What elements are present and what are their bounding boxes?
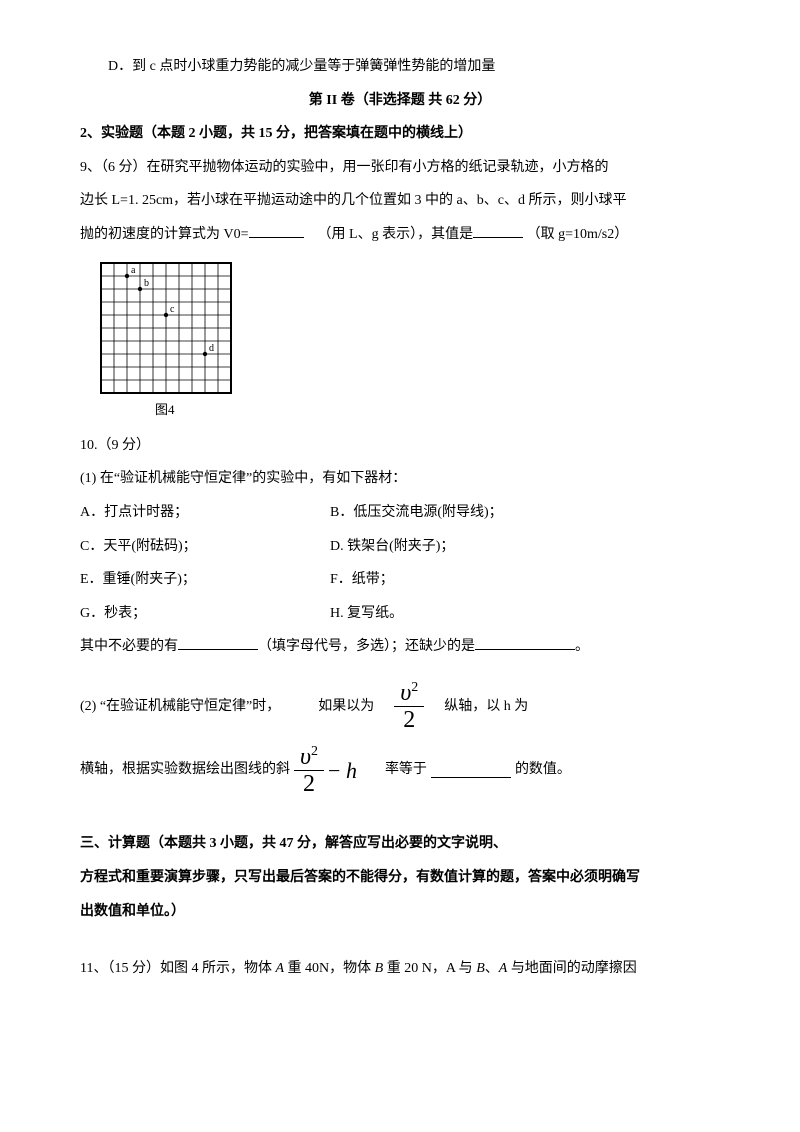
q9-mid: （用 L、g 表示），其值是 bbox=[318, 227, 474, 242]
q10-head: 10.（9 分） bbox=[80, 429, 720, 463]
equip-h: H. 复写纸。 bbox=[330, 597, 403, 631]
q10-1-tail-a: 其中不必要的有 bbox=[80, 639, 178, 654]
figure-4: ab c d 图4 bbox=[100, 262, 720, 425]
equip-f: F．纸带； bbox=[330, 563, 394, 597]
equip-a: A．打点计时器； bbox=[80, 496, 330, 530]
equip-row-cd: C．天平(附砝码)； D. 铁架台(附夹子)； bbox=[80, 530, 720, 564]
q10-2-line1: (2) “在验证机械能守恒定律”时， 如果以为 υ2 2 纵轴，以 h 为 bbox=[80, 680, 720, 734]
equip-b: B．低压交流电源(附导线)； bbox=[330, 496, 503, 530]
q10-1-blank-1 bbox=[178, 635, 258, 650]
svg-text:a: a bbox=[131, 265, 136, 276]
section3-heading-1: 三、计算题（本题共 3 小题，共 47 分，解答应写出必要的文字说明、 bbox=[80, 827, 720, 861]
q10-1-tail-c: 。 bbox=[575, 639, 589, 654]
q10-1-tail-b: （填字母代号，多选）；还缺少的是 bbox=[258, 639, 475, 654]
q10-2-c: 纵轴，以 h 为 bbox=[444, 696, 528, 718]
svg-text:c: c bbox=[170, 304, 175, 315]
equip-c: C．天平(附砝码)； bbox=[80, 530, 330, 564]
section3-heading-3: 出数值和单位。） bbox=[80, 895, 720, 929]
q10-2-d: 横轴，根据实验数据绘出图线的斜 bbox=[80, 759, 290, 781]
q9-line3: 抛的初速度的计算式为 V0= （用 L、g 表示），其值是 （取 g=10m/s… bbox=[80, 218, 720, 252]
q10-2-e: 率等于 bbox=[385, 759, 427, 781]
equip-d: D. 铁架台(附夹子)； bbox=[330, 530, 454, 564]
q11-text: 11、（15 分）如图 4 所示，物体 A 重 40N，物体 B 重 20 N，… bbox=[80, 952, 720, 986]
equip-row-ab: A．打点计时器； B．低压交流电源(附导线)； bbox=[80, 496, 720, 530]
q10-2-line2: 横轴，根据实验数据绘出图线的斜 υ2 2 − h 率等于 的数值。 bbox=[80, 744, 720, 798]
q10-1-blank-2 bbox=[475, 635, 575, 650]
q10-2-a: (2) “在验证机械能守恒定律”时， bbox=[80, 696, 280, 718]
q9-blank-2 bbox=[473, 223, 523, 238]
q10-2-blank bbox=[431, 763, 511, 778]
equip-row-ef: E．重锤(附夹子)； F．纸带； bbox=[80, 563, 720, 597]
fraction-v2-2: υ2 2 bbox=[394, 680, 424, 734]
grid-svg: ab c d bbox=[100, 262, 232, 394]
svg-text:d: d bbox=[209, 343, 214, 354]
q9-blank-1 bbox=[249, 223, 304, 238]
q9-line1: 9、（6 分）在研究平抛物体运动的实验中，用一张印有小方格的纸记录轨迹，小方格的 bbox=[80, 151, 720, 185]
q10-2-b: 如果以为 bbox=[318, 696, 374, 718]
section3-heading-2: 方程式和重要演算步骤，只写出最后答案的不能得分，有数值计算的题，答案中必须明确写 bbox=[80, 861, 720, 895]
fraction-v2-2-h: υ2 2 bbox=[294, 744, 324, 798]
q10-2-f: 的数值。 bbox=[515, 759, 571, 781]
equip-e: E．重锤(附夹子)； bbox=[80, 563, 330, 597]
q10-1-tail: 其中不必要的有 （填字母代号，多选）；还缺少的是 。 bbox=[80, 630, 720, 664]
equip-row-gh: G．秒表； H. 复写纸。 bbox=[80, 597, 720, 631]
minus-h: − h bbox=[328, 753, 357, 788]
q9-suffix: （取 g=10m/s2） bbox=[527, 227, 629, 242]
option-d-text: D．到 c 点时小球重力势能的减少量等于弹簧弹性势能的增加量 bbox=[80, 50, 720, 84]
q9-prefix: 抛的初速度的计算式为 V0= bbox=[80, 227, 249, 242]
part2-title: 第 II 卷（非选择题 共 62 分） bbox=[80, 84, 720, 118]
q9-line2: 边长 L=1. 25cm，若小球在平抛运动途中的几个位置如 3 中的 a、b、c… bbox=[80, 184, 720, 218]
svg-text:b: b bbox=[144, 278, 149, 289]
figure-caption: 图4 bbox=[155, 394, 720, 425]
equip-g: G．秒表； bbox=[80, 597, 330, 631]
q10-1-intro: (1) 在“验证机械能守恒定律”的实验中，有如下器材： bbox=[80, 462, 720, 496]
section2-heading: 2、实验题（本题 2 小题，共 15 分，把答案填在题中的横线上） bbox=[80, 117, 720, 151]
